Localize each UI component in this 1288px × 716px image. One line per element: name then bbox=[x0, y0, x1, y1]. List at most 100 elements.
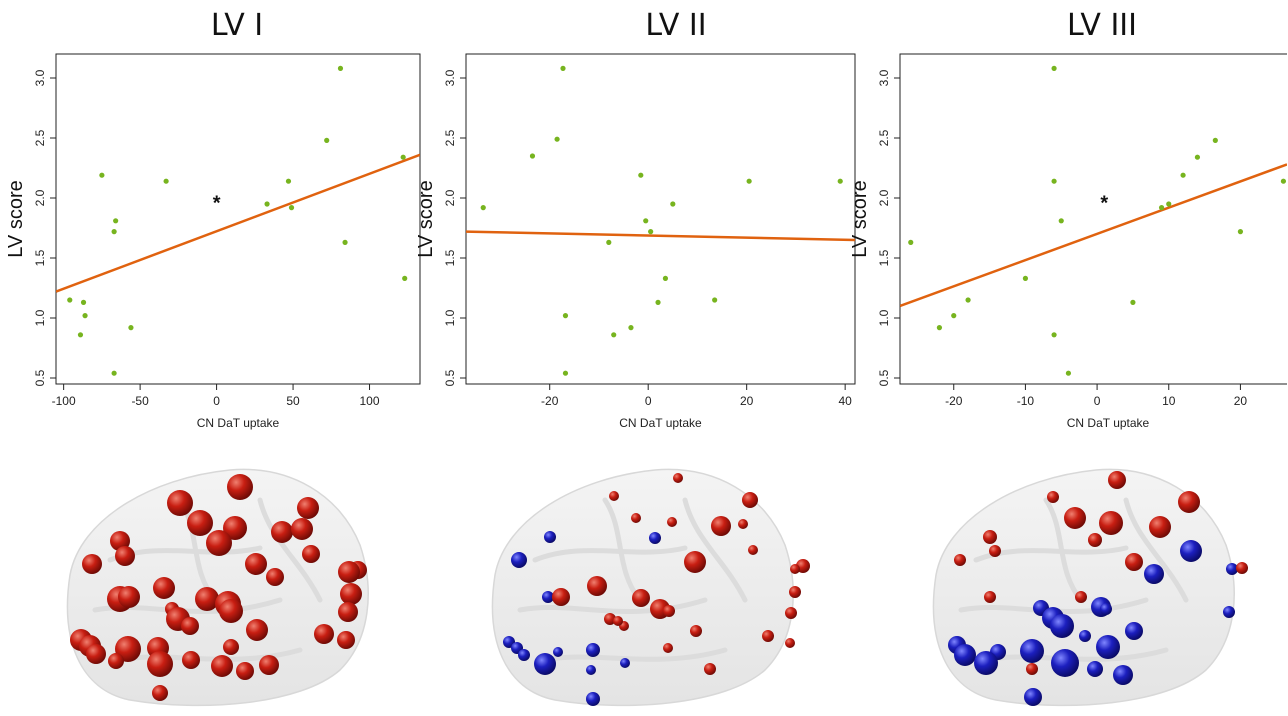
data-point bbox=[562, 370, 569, 376]
red-node bbox=[704, 663, 716, 675]
red-node bbox=[604, 613, 616, 625]
blue-node bbox=[1226, 563, 1238, 575]
brain-render-2 bbox=[491, 468, 810, 707]
red-node bbox=[762, 630, 774, 642]
red-node bbox=[223, 639, 239, 655]
red-node bbox=[1047, 491, 1059, 503]
data-point bbox=[80, 299, 87, 305]
data-point bbox=[1130, 299, 1136, 305]
y-tick-label: 2.5 bbox=[443, 129, 457, 146]
red-node bbox=[297, 497, 319, 519]
blue-node bbox=[1113, 665, 1133, 685]
data-point bbox=[965, 297, 971, 303]
red-node bbox=[983, 530, 997, 544]
blue-node bbox=[1079, 630, 1091, 642]
blue-node bbox=[553, 647, 563, 657]
brain-fold bbox=[117, 647, 303, 663]
data-point bbox=[324, 137, 330, 143]
regression-line bbox=[900, 163, 1287, 308]
red-node bbox=[711, 516, 731, 536]
data-point bbox=[638, 172, 644, 178]
red-node bbox=[259, 655, 279, 675]
red-node bbox=[181, 617, 199, 635]
data-point bbox=[1237, 229, 1244, 235]
y-tick-label: 2.0 bbox=[877, 189, 891, 206]
y-tick-label: 2.5 bbox=[877, 129, 891, 146]
x-tick-label: 20 bbox=[740, 394, 754, 408]
data-point bbox=[1180, 172, 1186, 178]
blue-node bbox=[1024, 688, 1042, 706]
data-point bbox=[1158, 205, 1165, 211]
data-point bbox=[285, 178, 292, 184]
x-tick-label: -100 bbox=[52, 394, 76, 408]
red-node bbox=[211, 655, 233, 677]
red-node bbox=[246, 619, 268, 641]
data-point bbox=[1166, 201, 1172, 207]
y-tick-label: 3.0 bbox=[33, 69, 47, 86]
red-node bbox=[663, 643, 673, 653]
red-node bbox=[227, 474, 253, 500]
x-axis-label: CN DaT uptake bbox=[1067, 416, 1150, 430]
data-point bbox=[400, 154, 406, 160]
data-point bbox=[648, 229, 654, 235]
red-node bbox=[785, 638, 795, 648]
scatter-panel-3: -20 -10 0 10 20 0.5 1.0 1.5 2.0 2.5 3.0 CN DaT upta… bbox=[849, 53, 1287, 430]
data-point bbox=[1280, 178, 1287, 184]
brain-fold bbox=[257, 497, 323, 603]
red-node bbox=[153, 577, 175, 599]
brain-fold bbox=[602, 497, 643, 603]
scatter-panel-1: -100 -50 0 50 100 0.5 1.0 1.5 2.0 2.5 3.0 CN DaT up… bbox=[5, 53, 421, 430]
y-tick-label: 1.5 bbox=[443, 249, 457, 266]
red-node bbox=[613, 616, 623, 626]
red-node bbox=[187, 510, 213, 536]
x-tick-label: -20 bbox=[945, 394, 963, 408]
red-node bbox=[1075, 591, 1087, 603]
red-node bbox=[552, 588, 570, 606]
blue-node bbox=[1144, 564, 1164, 584]
red-node bbox=[223, 516, 247, 540]
red-node bbox=[632, 589, 650, 607]
red-node bbox=[609, 491, 619, 501]
data-point bbox=[99, 172, 105, 178]
x-tick-label: 0 bbox=[213, 394, 220, 408]
plot-frame bbox=[899, 53, 1287, 385]
data-point bbox=[1065, 370, 1072, 376]
data-point bbox=[908, 239, 914, 245]
data-point bbox=[529, 153, 536, 159]
data-point bbox=[670, 201, 676, 207]
red-node bbox=[167, 490, 193, 516]
data-point bbox=[480, 205, 486, 211]
blue-node bbox=[1180, 540, 1202, 562]
y-tick-label: 3.0 bbox=[443, 69, 457, 86]
red-node bbox=[748, 545, 758, 555]
brain-fold bbox=[517, 597, 708, 615]
red-node bbox=[86, 644, 106, 664]
red-node bbox=[340, 583, 362, 605]
data-point bbox=[606, 239, 612, 245]
red-node bbox=[684, 551, 706, 573]
data-point bbox=[82, 313, 88, 319]
regression-line bbox=[466, 230, 855, 242]
red-node bbox=[338, 561, 360, 583]
red-node bbox=[236, 662, 254, 680]
blue-node bbox=[649, 532, 661, 544]
red-node bbox=[337, 631, 355, 649]
data-point bbox=[643, 218, 649, 224]
blue-node bbox=[586, 692, 600, 706]
data-point bbox=[837, 178, 843, 184]
red-node bbox=[314, 624, 334, 644]
red-node bbox=[1125, 553, 1143, 571]
red-node bbox=[219, 599, 243, 623]
y-tick-label: 1.0 bbox=[443, 309, 457, 326]
blue-node bbox=[1223, 606, 1235, 618]
brain-render-3 bbox=[932, 468, 1248, 707]
blue-node bbox=[974, 651, 998, 675]
red-node bbox=[206, 530, 232, 556]
data-point bbox=[67, 297, 73, 303]
red-node bbox=[152, 685, 168, 701]
x-axis-label: CN DaT uptake bbox=[619, 416, 702, 430]
red-node bbox=[1178, 491, 1200, 513]
blue-node bbox=[544, 531, 556, 543]
data-point bbox=[113, 218, 119, 224]
